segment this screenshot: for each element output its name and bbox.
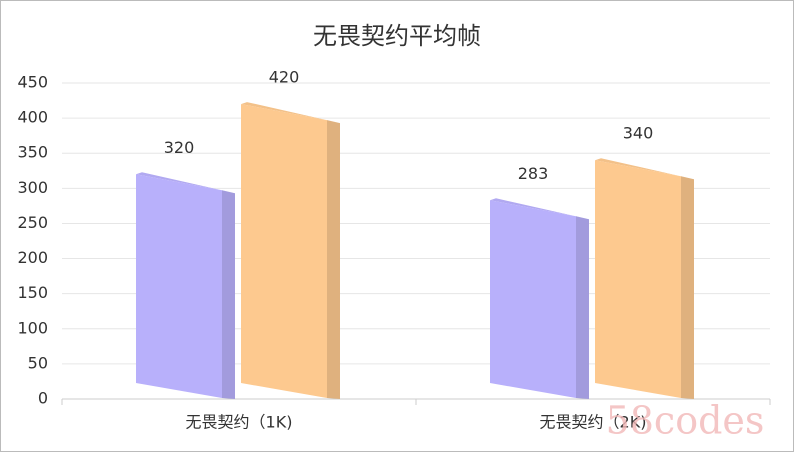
y-tick-label: 100 [17, 318, 48, 337]
bar-side [681, 176, 694, 399]
bar [490, 200, 576, 398]
bar-side [327, 120, 340, 400]
value-label: 320 [164, 138, 195, 157]
value-label: 283 [518, 164, 549, 183]
bar [595, 160, 681, 398]
bar-top [595, 158, 694, 180]
x-tick-label: 无畏契约（2K) [540, 413, 647, 432]
y-tick-label: 200 [17, 248, 48, 267]
chart-title: 无畏契约平均帧 [313, 22, 481, 50]
bar-side [222, 190, 235, 399]
bar-top [490, 198, 589, 220]
watermark: 58codes [606, 399, 765, 443]
bar-side [576, 216, 589, 399]
y-tick-label: 250 [17, 213, 48, 232]
y-tick-label: 400 [17, 108, 48, 127]
bar [241, 104, 327, 399]
y-tick-label: 300 [17, 178, 48, 197]
y-tick-label: 350 [17, 143, 48, 162]
y-tick-label: 0 [38, 389, 48, 408]
value-label: 420 [269, 68, 300, 87]
x-tick-label: 无畏契约（1K) [186, 413, 293, 432]
value-label: 340 [623, 124, 654, 143]
y-tick-label: 150 [17, 283, 48, 302]
bar-top [136, 172, 235, 194]
bar [136, 174, 222, 398]
y-tick-label: 50 [28, 353, 48, 372]
y-tick-label: 450 [17, 73, 48, 92]
bar-top [241, 102, 340, 124]
